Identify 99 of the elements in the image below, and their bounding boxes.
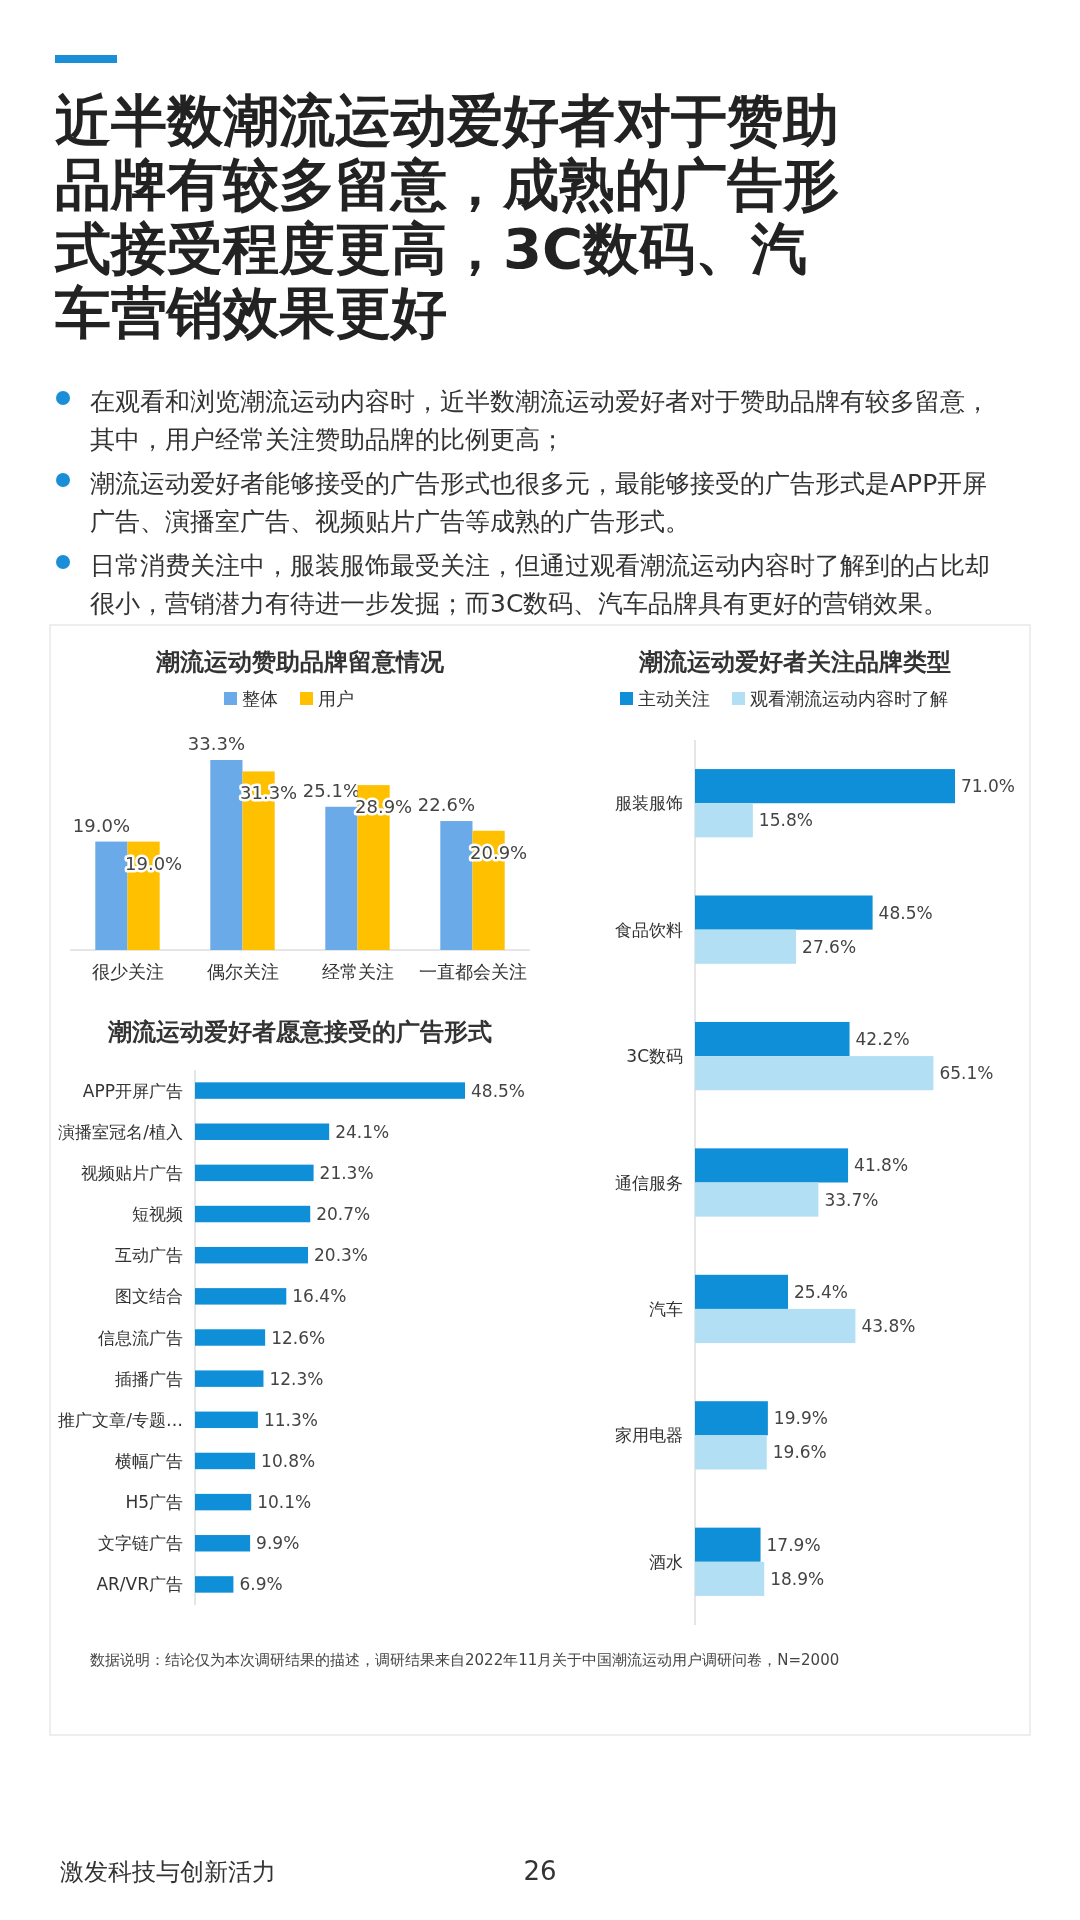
bar — [195, 1535, 251, 1552]
data-label: 65.1% — [939, 1063, 994, 1084]
bar — [695, 1274, 789, 1309]
bar — [195, 1493, 252, 1511]
y-tick-label: 服装服饰 — [615, 793, 683, 814]
bar — [695, 1308, 856, 1344]
bar — [210, 760, 243, 950]
text: 近半数潮流运动爱好者对于赞助品牌有较多留意，成熟的广告形式接受程度更高，3C数码、汽车营销效果更好 — [54, 88, 839, 345]
y-tick-label: 插播广告 — [115, 1368, 183, 1389]
bar — [195, 1576, 234, 1593]
x-tick-label: 偶尔关注 — [206, 961, 279, 982]
bar — [195, 1411, 258, 1429]
data-label: 33.3% — [187, 733, 245, 754]
legend-label: 整体 — [242, 688, 278, 709]
data-label: 10.8% — [261, 1450, 316, 1471]
data-label: 41.8% — [854, 1155, 909, 1176]
bar — [695, 1435, 767, 1470]
data-label: 11.3% — [263, 1409, 318, 1430]
data-label: 42.2% — [855, 1029, 910, 1049]
legend-label: 用户 — [318, 688, 354, 709]
text: 日常消费关注中，服装服饰最受关注，但通过观看潮流运动内容时了解到的占比却很小，营销潜力有待进一步发掘；而3C数码、汽车品牌具有更好的营销效果。 — [90, 551, 990, 618]
data-label: 12.3% — [269, 1368, 324, 1389]
bar — [95, 841, 128, 950]
data-label: 12.6% — [271, 1327, 326, 1348]
y-tick-label: 通信服务 — [615, 1172, 683, 1193]
data-label: 24.1% — [335, 1121, 390, 1142]
data-label: 25.4% — [794, 1281, 849, 1302]
bar — [195, 1329, 266, 1346]
y-tick-label: AR/VR广告 — [96, 1574, 183, 1595]
bar — [195, 1123, 330, 1140]
text: 在观看和浏览潮流运动内容时，近半数潮流运动爱好者对于赞助品牌有较多留意，其中，用户经常关注赞助品牌的比例更高； — [90, 387, 990, 454]
bar — [695, 1561, 765, 1596]
data-label: 19.6% — [772, 1442, 827, 1463]
data-label: 10.1% — [257, 1492, 312, 1513]
text: 激发科技与创新活力 — [60, 1858, 276, 1886]
text: 26 — [523, 1856, 557, 1886]
data-label: 17.9% — [766, 1534, 821, 1555]
data-label: 15.8% — [758, 810, 813, 831]
bar — [695, 929, 797, 964]
y-tick-label: 家用电器 — [615, 1425, 683, 1446]
data-label: 22.6% — [417, 794, 475, 816]
y-tick-label: 3C数码 — [626, 1046, 683, 1067]
y-tick-label: 推广文章/专题… — [58, 1409, 183, 1430]
x-tick-label: 经常关注 — [321, 961, 394, 982]
chart-title: 潮流运动爱好者关注品牌类型 — [638, 648, 951, 676]
bar — [440, 821, 473, 950]
chart-title: 潮流运动赞助品牌留意情况 — [155, 648, 445, 676]
data-label: 18.9% — [770, 1568, 825, 1589]
bar — [695, 1148, 849, 1183]
data-label: 6.9% — [239, 1574, 283, 1595]
x-tick-label: 一直都会关注 — [418, 961, 527, 982]
y-tick-label: 汽车 — [649, 1298, 683, 1319]
bar — [195, 1164, 314, 1182]
data-label: 27.6% — [802, 936, 857, 957]
bar — [195, 1288, 287, 1305]
y-tick-label: 食品饮料 — [615, 919, 683, 940]
y-tick-label: 图文结合 — [115, 1286, 183, 1307]
y-tick-label: 互动广告 — [115, 1245, 183, 1266]
data-label: 21.3% — [319, 1162, 374, 1183]
bar — [325, 806, 358, 950]
legend-label: 观看潮流运动内容时了解 — [750, 688, 948, 709]
bar — [195, 1246, 309, 1264]
data-label: 48.5% — [878, 902, 933, 923]
data-label: 20.3% — [314, 1245, 369, 1266]
text: 潮流运动爱好者能够接受的广告形式也很多元，最能够接受的广告形式是APP开屏广告、演播室广告、视频贴片广告等成熟的广告形式。 — [90, 469, 988, 536]
bar — [695, 769, 955, 804]
data-label: 19.0% — [72, 814, 130, 836]
bar — [695, 1527, 761, 1562]
y-tick-label: 酒水 — [649, 1551, 683, 1572]
data-label: 71.0% — [961, 776, 1016, 797]
bar — [695, 1182, 819, 1217]
bar — [695, 895, 873, 930]
bar — [695, 1401, 768, 1436]
data-label: 19.9% — [773, 1408, 828, 1429]
y-tick-label: 短视频 — [132, 1204, 183, 1225]
bar — [195, 1082, 465, 1099]
y-tick-label: 横幅广告 — [115, 1450, 183, 1471]
y-tick-label: 信息流广告 — [98, 1327, 183, 1348]
data-label: 33.7% — [824, 1189, 879, 1210]
text: 数据说明：结论仅为本次调研结果的描述，调研结果来自2022年11月关于中国潮流运动用户调研问卷，N=2000 — [90, 1651, 840, 1669]
bar — [195, 1370, 264, 1387]
y-tick-label: 演播室冠名/植入 — [58, 1121, 183, 1142]
bar — [195, 1205, 311, 1223]
data-label: 48.5% — [471, 1080, 526, 1101]
y-tick-label: 视频贴片广告 — [81, 1162, 183, 1183]
bar — [195, 1452, 256, 1470]
chart-title: 潮流运动爱好者愿意接受的广告形式 — [107, 1018, 492, 1046]
bar — [695, 1056, 934, 1091]
data-label: 16.4% — [292, 1286, 347, 1307]
data-label: 43.8% — [861, 1316, 916, 1336]
legend-label: 主动关注 — [638, 688, 710, 709]
data-label: 9.9% — [256, 1533, 300, 1554]
data-label: 20.7% — [316, 1204, 371, 1225]
bar — [695, 1021, 850, 1057]
x-tick-label: 很少关注 — [91, 961, 164, 982]
y-tick-label: APP开屏广告 — [82, 1080, 183, 1101]
y-tick-label: 文字链广告 — [98, 1533, 183, 1554]
bar — [695, 803, 753, 838]
y-tick-label: H5广告 — [125, 1492, 183, 1513]
